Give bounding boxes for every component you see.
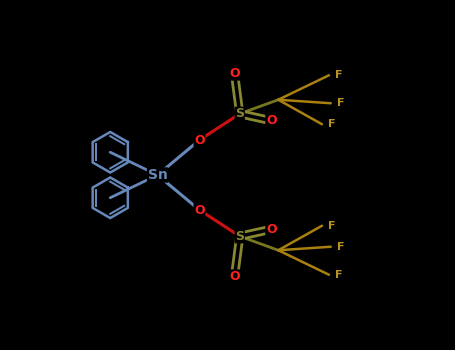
Text: O: O	[194, 133, 205, 147]
Text: F: F	[335, 70, 343, 80]
Text: F: F	[329, 221, 336, 231]
Text: F: F	[335, 270, 343, 280]
Text: Sn: Sn	[147, 168, 167, 182]
Text: F: F	[337, 242, 344, 252]
Text: O: O	[229, 67, 240, 80]
Text: S: S	[235, 230, 244, 243]
Text: F: F	[329, 119, 336, 129]
Text: O: O	[194, 203, 205, 217]
Text: O: O	[266, 114, 277, 127]
Text: S: S	[235, 107, 244, 120]
Text: F: F	[337, 98, 344, 108]
Text: O: O	[266, 223, 277, 236]
Text: O: O	[229, 270, 240, 283]
